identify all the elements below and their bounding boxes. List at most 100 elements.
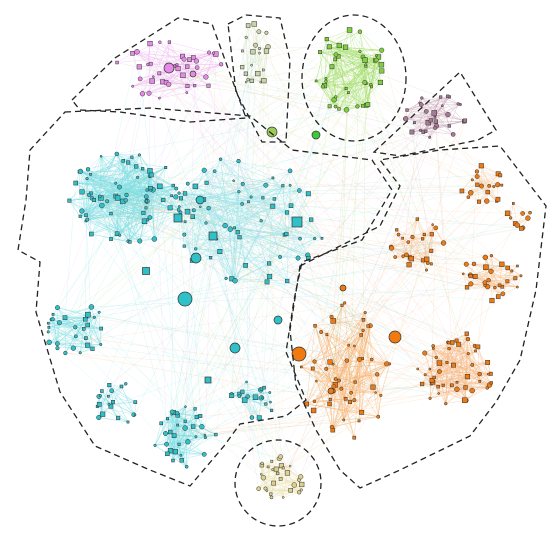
node [454, 386, 460, 393]
node [495, 294, 501, 299]
node [193, 84, 197, 88]
edge [247, 396, 260, 418]
node [107, 394, 110, 398]
node [468, 281, 474, 287]
edge [268, 185, 291, 264]
edge [94, 199, 486, 258]
node [153, 443, 157, 447]
edge [517, 212, 531, 226]
hull-cyan [17, 107, 393, 487]
node [418, 128, 423, 132]
node [256, 29, 262, 35]
edge [214, 171, 345, 304]
edge [477, 175, 501, 185]
edge [187, 211, 269, 467]
edge [90, 156, 102, 194]
edge [184, 234, 301, 239]
node [357, 29, 363, 34]
edge [90, 193, 468, 288]
edge [262, 197, 288, 282]
node [126, 420, 130, 424]
node [85, 322, 90, 328]
node [340, 303, 344, 307]
edge [148, 43, 151, 94]
edge [208, 85, 240, 192]
edge [433, 345, 469, 354]
edge [116, 63, 151, 234]
edge [251, 397, 264, 418]
node [495, 182, 501, 188]
edge [434, 377, 467, 401]
edge [426, 96, 450, 112]
edge [98, 417, 129, 423]
edge [481, 165, 498, 185]
node [249, 415, 255, 420]
edge [245, 73, 264, 81]
edge [381, 50, 473, 391]
node [466, 195, 471, 199]
node [447, 341, 451, 345]
edge [391, 229, 397, 249]
edge [252, 31, 260, 52]
edge [376, 374, 379, 417]
node [429, 377, 435, 383]
edge [485, 257, 504, 294]
node [346, 27, 353, 33]
edge [326, 29, 350, 40]
node [134, 48, 140, 55]
edge [195, 186, 301, 239]
edge [53, 262, 428, 315]
node [114, 195, 121, 201]
edge [116, 53, 133, 63]
edge [162, 81, 434, 383]
node [137, 76, 143, 82]
node [185, 64, 190, 69]
edge [329, 31, 361, 47]
edge [470, 264, 502, 277]
edge [242, 391, 253, 418]
node [266, 261, 272, 266]
edge [434, 117, 444, 244]
edge [287, 280, 439, 394]
edge [239, 184, 502, 238]
hub-node [142, 267, 150, 275]
node [441, 383, 445, 387]
edge [434, 127, 454, 135]
edge [245, 81, 362, 336]
node [259, 387, 264, 391]
node [393, 255, 398, 259]
edge [200, 190, 300, 207]
edge [364, 82, 427, 271]
edge [271, 461, 301, 478]
edge [402, 104, 422, 257]
node [233, 226, 236, 230]
edge [180, 212, 508, 269]
node [422, 350, 428, 356]
node [77, 168, 84, 174]
edge [414, 96, 448, 123]
node [109, 388, 114, 393]
edge [192, 206, 273, 261]
edge [301, 366, 346, 400]
node [168, 429, 173, 435]
edge [361, 334, 390, 365]
edge [332, 363, 390, 431]
edge [239, 220, 262, 238]
node [431, 344, 436, 348]
edge [306, 381, 317, 405]
node [466, 352, 470, 356]
node [182, 232, 187, 237]
node [343, 107, 350, 113]
edge [326, 358, 363, 370]
edge [325, 80, 372, 88]
edge [90, 153, 118, 194]
node [78, 351, 82, 355]
edge [220, 159, 243, 185]
node [158, 96, 161, 100]
edge [417, 368, 426, 375]
node [166, 81, 172, 87]
edge [258, 482, 274, 489]
edge [184, 234, 193, 261]
edge [180, 198, 193, 261]
node [171, 183, 175, 188]
